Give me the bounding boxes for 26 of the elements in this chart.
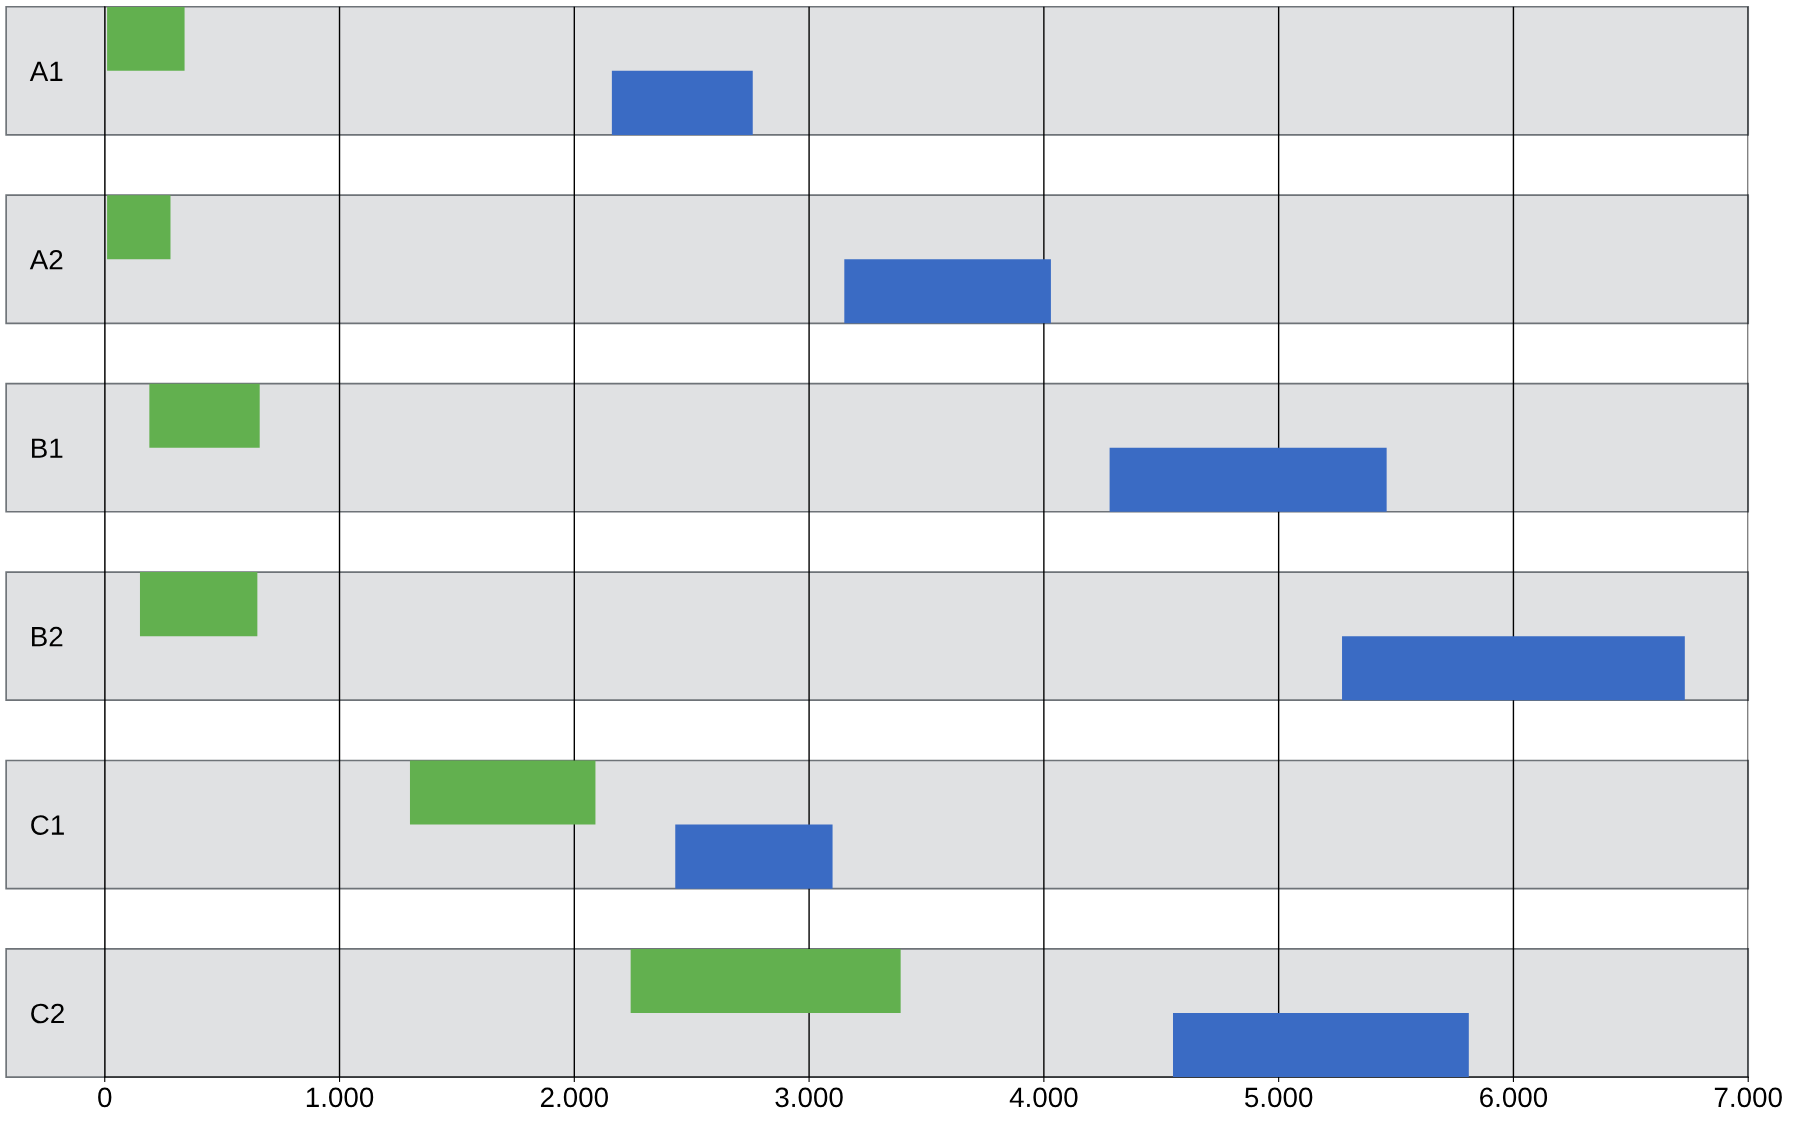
bar <box>1342 636 1685 701</box>
y-tick-label: B1 <box>32 438 63 458</box>
bar <box>1173 1013 1469 1078</box>
x-tick-label: 4.000 <box>1009 1087 1078 1108</box>
bar <box>107 195 171 260</box>
y-tick-label: C2 <box>31 1003 64 1024</box>
bar <box>409 760 596 825</box>
y-tick-label: A1 <box>29 61 63 81</box>
bar <box>149 383 260 448</box>
x-tick-label: 6.000 <box>1480 1087 1548 1108</box>
bar <box>611 70 753 135</box>
x-tick-label: 3.000 <box>775 1087 843 1108</box>
bar <box>1109 447 1387 512</box>
y-tick-label: A2 <box>29 249 63 270</box>
bar <box>675 824 833 889</box>
y-tick-label: C1 <box>31 815 64 835</box>
y-tick-label: B2 <box>32 626 63 647</box>
bar <box>139 572 258 637</box>
bar <box>630 948 901 1013</box>
x-tick-label: 7.000 <box>1714 1087 1782 1108</box>
bar <box>107 6 185 71</box>
x-tick-label: 0 <box>98 1087 112 1108</box>
bar <box>844 259 1051 324</box>
x-tick-label: 2.000 <box>540 1087 608 1108</box>
x-tick-label: 1.000 <box>306 1087 374 1108</box>
x-tick-label: 5.000 <box>1245 1087 1313 1108</box>
